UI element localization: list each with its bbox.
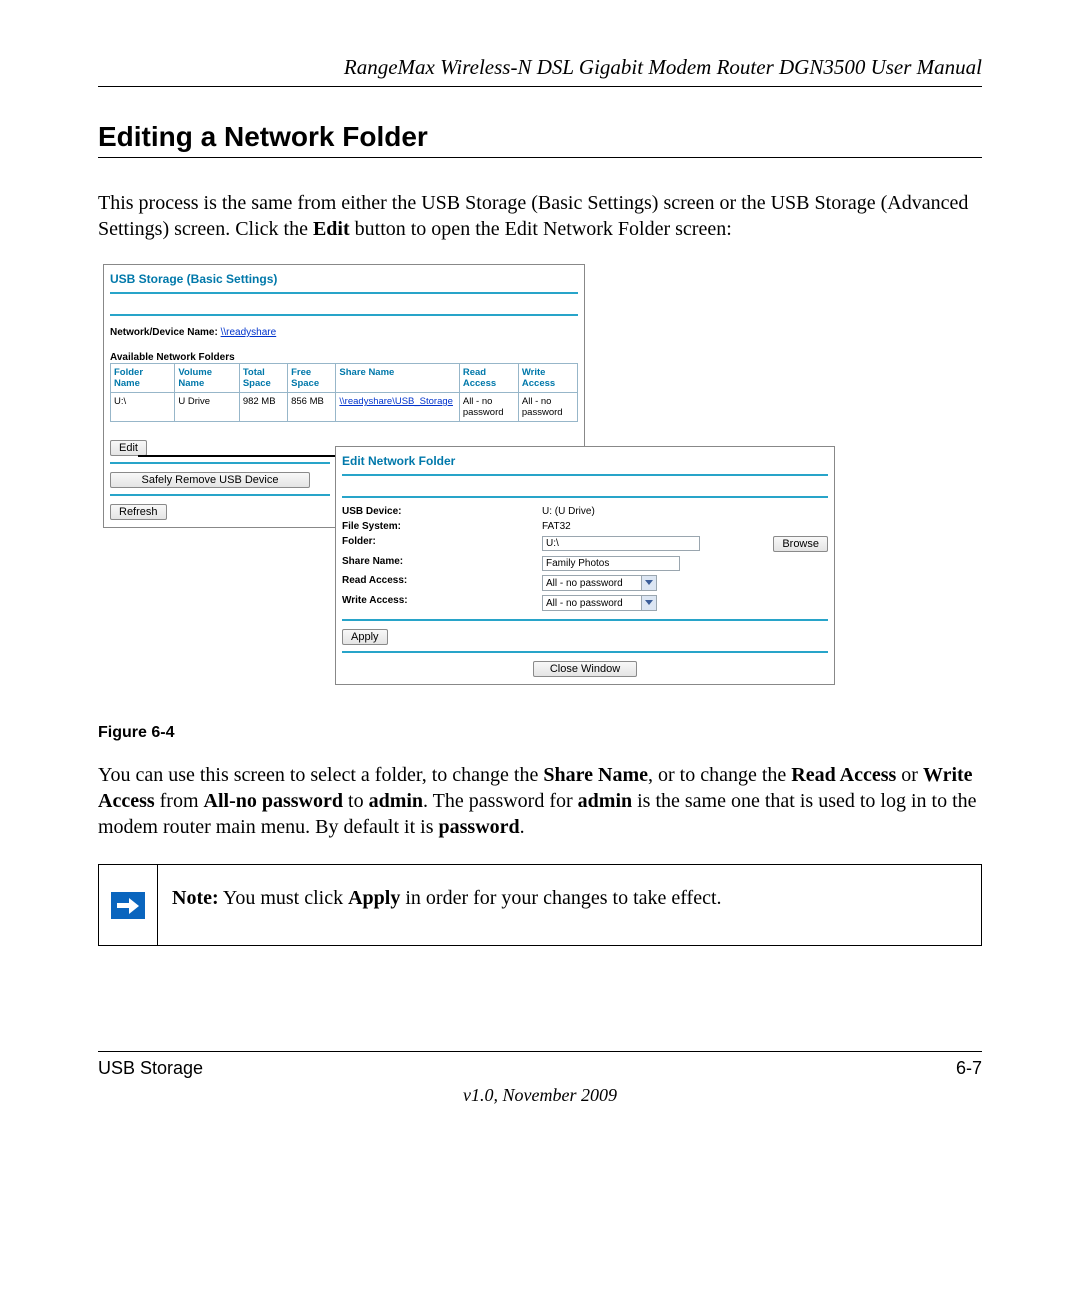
write-access-value: All - no password [546, 598, 623, 609]
cell-share: \\readyshare\USB_Storage [336, 393, 459, 422]
section-rule [98, 157, 982, 158]
page-footer: USB Storage 6-7 v1.0, November 2009 [98, 1051, 982, 1106]
arrow-icon [138, 455, 343, 457]
share-name-label: Share Name: [342, 556, 542, 571]
browse-button[interactable]: Browse [773, 536, 828, 552]
row-read-access: Read Access: All - no password [342, 573, 828, 593]
table-header-row: Folder Name Volume Name Total Space Free… [111, 364, 578, 393]
edit-button[interactable]: Edit [110, 440, 147, 456]
doc-header: RangeMax Wireless-N DSL Gigabit Modem Ro… [98, 55, 982, 80]
footer-left: USB Storage [98, 1058, 203, 1079]
write-access-select[interactable]: All - no password [542, 595, 657, 611]
col-write: Write Access [518, 364, 577, 393]
close-window-button[interactable]: Close Window [533, 661, 637, 677]
col-total: Total Space [239, 364, 287, 393]
cell-total: 982 MB [239, 393, 287, 422]
chevron-down-icon [641, 596, 656, 610]
divider [110, 314, 578, 316]
cell-folder: U:\ [111, 393, 175, 422]
cell-free: 856 MB [288, 393, 336, 422]
para1-bold: Edit [313, 218, 350, 240]
col-volume: Volume Name [175, 364, 239, 393]
intro-paragraph: This process is the same from either the… [98, 190, 982, 242]
row-share-name: Share Name: [342, 554, 828, 573]
read-access-select[interactable]: All - no password [542, 575, 657, 591]
folders-table: Folder Name Volume Name Total Space Free… [110, 363, 578, 422]
fs-label: File System: [342, 521, 542, 532]
note-text: Note: You must click Apply in order for … [158, 865, 981, 945]
row-folder: Folder: Browse [342, 534, 828, 554]
explain-paragraph: You can use this screen to select a fold… [98, 762, 982, 840]
chevron-down-icon [641, 576, 656, 590]
figure-caption: Figure 6-4 [98, 724, 982, 742]
divider [110, 494, 330, 496]
row-file-system: File System: FAT32 [342, 519, 828, 534]
refresh-button[interactable]: Refresh [110, 504, 167, 520]
read-access-value: All - no password [546, 578, 623, 589]
share-link[interactable]: \\readyshare\USB_Storage [339, 396, 453, 407]
col-share: Share Name [336, 364, 459, 393]
usb-device-value: U: (U Drive) [542, 506, 828, 517]
edit-network-folder-panel: Edit Network Folder USB Device: U: (U Dr… [335, 446, 835, 685]
edit-title: Edit Network Folder [342, 454, 828, 468]
safely-remove-button[interactable]: Safely Remove USB Device [110, 472, 310, 488]
folder-label: Folder: [342, 536, 542, 552]
row-usb-device: USB Device: U: (U Drive) [342, 504, 828, 519]
divider [110, 292, 578, 294]
footer-rule [98, 1051, 982, 1052]
divider [342, 651, 828, 653]
header-rule [98, 86, 982, 87]
divider [342, 474, 828, 476]
read-access-label: Read Access: [342, 575, 542, 591]
page: RangeMax Wireless-N DSL Gigabit Modem Ro… [0, 0, 1080, 1146]
avail-label: Available Network Folders [110, 352, 578, 363]
apply-button[interactable]: Apply [342, 629, 388, 645]
row-write-access: Write Access: All - no password [342, 593, 828, 613]
fs-value: FAT32 [542, 521, 828, 532]
col-folder: Folder Name [111, 364, 175, 393]
device-link[interactable]: \\readyshare [221, 327, 277, 338]
figure-area: USB Storage (Basic Settings) Network/Dev… [98, 264, 982, 714]
basic-title: USB Storage (Basic Settings) [110, 272, 578, 286]
cell-volume: U Drive [175, 393, 239, 422]
col-read: Read Access [459, 364, 518, 393]
divider [342, 496, 828, 498]
footer-right: 6-7 [956, 1058, 982, 1079]
arrow-right-icon [111, 892, 145, 919]
para1-b: button to open the Edit Network Folder s… [350, 218, 732, 240]
divider [110, 462, 330, 464]
cell-read: All - no password [459, 393, 518, 422]
share-name-input[interactable] [542, 556, 680, 571]
folder-input[interactable] [542, 536, 700, 551]
col-free: Free Space [288, 364, 336, 393]
device-label: Network/Device Name: [110, 327, 221, 338]
divider [342, 619, 828, 621]
note-box: Note: You must click Apply in order for … [98, 864, 982, 946]
write-access-label: Write Access: [342, 595, 542, 611]
section-heading: Editing a Network Folder [98, 121, 982, 153]
note-icon-cell [99, 865, 158, 945]
cell-write: All - no password [518, 393, 577, 422]
footer-version: v1.0, November 2009 [98, 1085, 982, 1106]
usb-device-label: USB Device: [342, 506, 542, 517]
table-row[interactable]: U:\ U Drive 982 MB 856 MB \\readyshare\U… [111, 393, 578, 422]
